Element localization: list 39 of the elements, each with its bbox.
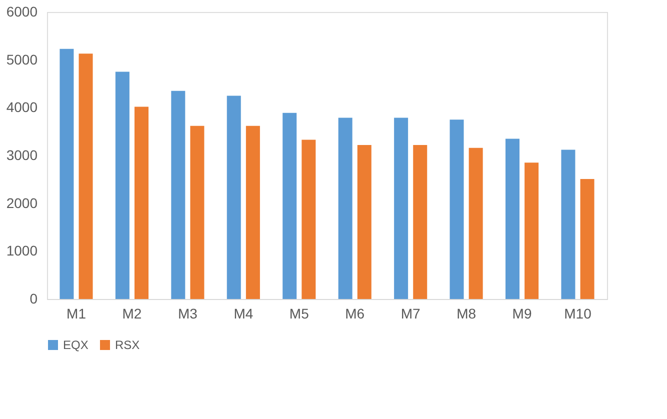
x-tick-label: M4	[234, 306, 254, 322]
x-tick-label: M1	[66, 306, 86, 322]
y-tick-label: 1000	[6, 242, 38, 259]
bar	[60, 48, 74, 299]
bar	[171, 90, 186, 299]
bar	[394, 118, 408, 299]
legend-label: RSX	[115, 338, 140, 352]
x-tick-label: M8	[456, 306, 476, 322]
y-tick-label: 3000	[6, 147, 38, 163]
y-tick-label: 4000	[6, 99, 38, 116]
bar	[115, 72, 130, 299]
x-tick-label: M10	[564, 306, 592, 322]
bar	[190, 126, 204, 299]
bar	[226, 96, 241, 299]
bar	[134, 106, 149, 299]
bar	[580, 178, 594, 299]
bar	[413, 144, 428, 299]
bar	[524, 162, 539, 299]
x-tick-label: M5	[289, 306, 310, 322]
bar	[357, 144, 372, 299]
bar	[246, 126, 260, 299]
bar	[78, 54, 93, 299]
legend-label: EQX	[63, 338, 88, 352]
x-tick-label: M6	[345, 306, 365, 322]
bar	[561, 150, 576, 299]
y-tick-label: 0	[30, 290, 38, 306]
x-tick-label: M3	[178, 306, 198, 322]
y-tick-label: 5000	[6, 51, 38, 68]
bar	[450, 120, 464, 299]
x-tick-label: M9	[512, 306, 532, 322]
y-tick-label: 6000	[6, 4, 38, 20]
y-tick-label: 2000	[6, 194, 38, 211]
bar	[505, 138, 520, 299]
x-tick-label: M2	[122, 306, 142, 322]
bar	[282, 112, 297, 299]
bar	[338, 118, 352, 299]
x-tick-label: M7	[400, 306, 421, 322]
bar	[302, 140, 316, 299]
bar	[468, 148, 483, 299]
